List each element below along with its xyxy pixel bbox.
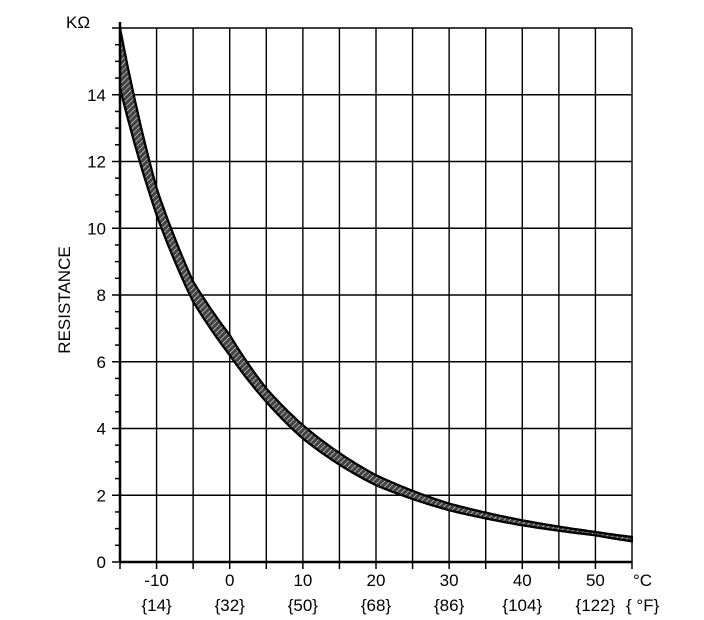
y-tick-label: 12 <box>87 153 106 172</box>
x-tick-label-fahrenheit: {86} <box>434 596 465 615</box>
y-tick-label: 6 <box>97 353 106 372</box>
x-tick-label-fahrenheit: {32} <box>215 596 246 615</box>
y-tick-label: 2 <box>97 486 106 505</box>
y-tick-label: 10 <box>87 219 106 238</box>
y-unit-label: KΩ <box>66 13 90 32</box>
x-tick-label-celsius: 40 <box>513 571 532 590</box>
x-unit-fahrenheit-label: { °F} <box>626 596 660 615</box>
y-tick-label: 14 <box>87 86 106 105</box>
x-unit-celsius-label: °C <box>633 571 652 590</box>
x-tick-label-celsius: 10 <box>293 571 312 590</box>
y-tick-label: 4 <box>97 420 106 439</box>
x-tick-label-fahrenheit: {104} <box>502 596 542 615</box>
grid <box>120 27 632 562</box>
series-line-lower-limit <box>118 87 633 543</box>
x-tick-label-celsius: 0 <box>225 571 234 590</box>
y-axis-label: RESISTANCE <box>55 246 74 353</box>
x-tick-label-celsius: 30 <box>440 571 459 590</box>
x-tick-label-fahrenheit: {50} <box>288 596 319 615</box>
axes <box>112 22 633 569</box>
x-tick-label-fahrenheit: {14} <box>141 596 172 615</box>
y-tick-label: 8 <box>97 286 106 305</box>
x-tick-label-fahrenheit: {122} <box>576 596 616 615</box>
x-tick-label-celsius: 50 <box>586 571 605 590</box>
x-tick-label-celsius: 20 <box>367 571 386 590</box>
tick-labels: 0 2 4 6 8 10 12 14 -10 {14} 0 {32} 10 {50} 20 {68} 30 {86… <box>87 86 616 615</box>
x-tick-label-celsius: -10 <box>144 571 169 590</box>
series-line-upper-limit <box>118 27 633 539</box>
x-tick-label-fahrenheit: {68} <box>361 596 392 615</box>
y-tick-label: 0 <box>97 553 106 572</box>
